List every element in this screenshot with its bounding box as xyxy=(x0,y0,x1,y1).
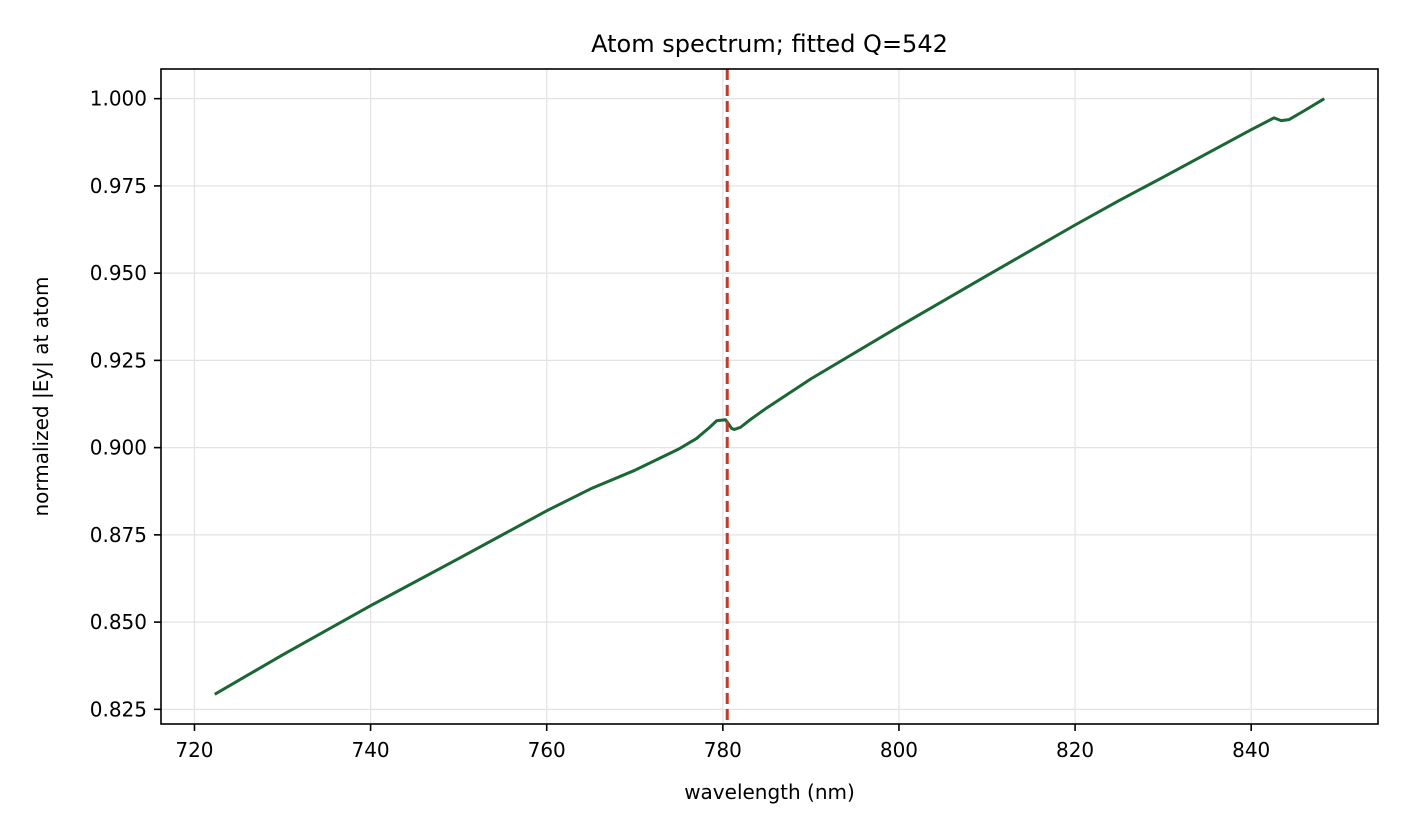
y-tick-label: 1.000 xyxy=(90,87,147,111)
x-axis: 720 740 760 780 800 820 840 xyxy=(175,724,1270,762)
grid xyxy=(161,69,1378,724)
x-tick-label: 740 xyxy=(351,738,389,762)
y-tick-label: 0.875 xyxy=(90,523,147,547)
chart-title: Atom spectrum; fitted Q=542 xyxy=(591,30,948,58)
y-tick-label: 0.900 xyxy=(90,436,147,460)
y-tick-label: 0.850 xyxy=(90,610,147,634)
x-tick-label: 720 xyxy=(175,738,213,762)
x-tick-label: 780 xyxy=(704,738,742,762)
series-line xyxy=(213,97,1326,696)
series-layer xyxy=(213,97,1326,696)
y-axis-label: normalized |Ey| at atom xyxy=(29,276,53,516)
x-tick-label: 840 xyxy=(1232,738,1270,762)
plot-area-frame xyxy=(160,68,1379,725)
x-tick-label: 820 xyxy=(1056,738,1094,762)
x-tick-label: 760 xyxy=(528,738,566,762)
y-tick-label: 0.975 xyxy=(90,174,147,198)
y-tick-label: 0.925 xyxy=(90,348,147,372)
x-tick-label: 800 xyxy=(880,738,918,762)
y-axis: 0.825 0.850 0.875 0.900 0.925 0.950 0.975 1.000 xyxy=(90,87,161,721)
y-tick-label: 0.825 xyxy=(90,697,147,721)
x-axis-label: wavelength (nm) xyxy=(684,780,855,804)
y-tick-label: 0.950 xyxy=(90,261,147,285)
